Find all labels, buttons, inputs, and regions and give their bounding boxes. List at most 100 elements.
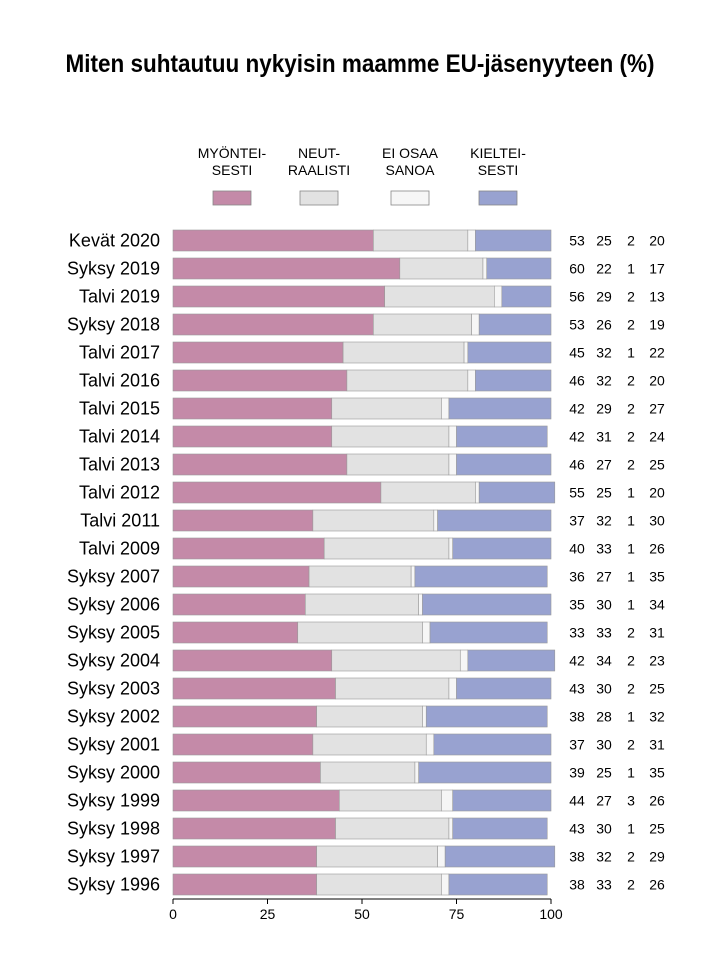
bar-segment xyxy=(172,565,310,588)
bar-segment xyxy=(172,817,336,840)
bar-segment xyxy=(422,705,427,728)
value-label: 28 xyxy=(596,709,612,725)
bar-segment xyxy=(456,425,548,448)
category-label: Syksy 2018 xyxy=(67,315,160,335)
value-label: 2 xyxy=(627,233,635,249)
value-label: 34 xyxy=(649,597,665,613)
value-label: 32 xyxy=(596,849,612,865)
bar-segment xyxy=(475,369,552,392)
bar-segment xyxy=(342,341,465,364)
bar-segment xyxy=(418,761,552,784)
bar-segment xyxy=(373,229,469,252)
bar-segment xyxy=(441,397,450,420)
value-label: 32 xyxy=(596,513,612,529)
bar-segment xyxy=(172,761,321,784)
bar-segment xyxy=(448,677,457,700)
legend-swatch xyxy=(478,190,518,206)
bar-segment xyxy=(467,341,552,364)
value-label: 2 xyxy=(627,317,635,333)
bar-segment xyxy=(444,845,556,868)
bar-segment xyxy=(433,733,552,756)
bar-segment xyxy=(452,789,552,812)
value-label: 1 xyxy=(627,709,635,725)
bar-segment xyxy=(339,789,442,812)
value-label: 46 xyxy=(569,373,585,389)
value-label: 29 xyxy=(596,401,612,417)
bar-segment xyxy=(172,705,317,728)
bar-segment xyxy=(448,817,454,840)
value-label: 1 xyxy=(627,541,635,557)
bar-segment xyxy=(172,229,374,252)
bar-segment xyxy=(441,873,450,896)
value-label: 30 xyxy=(596,597,612,613)
bar-segment xyxy=(456,453,552,476)
x-tick-label: 75 xyxy=(449,906,465,922)
category-label: Syksy 2004 xyxy=(67,651,160,671)
bar-segment xyxy=(425,733,435,756)
category-label: Syksy 1999 xyxy=(67,791,160,811)
value-label: 31 xyxy=(649,737,665,753)
legend-label: SANOA xyxy=(385,162,435,178)
bar-segment xyxy=(172,425,333,448)
value-label: 33 xyxy=(569,625,585,641)
value-label: 38 xyxy=(569,849,585,865)
bar-segment xyxy=(373,313,472,336)
value-label: 1 xyxy=(627,765,635,781)
bar-segment xyxy=(414,761,420,784)
category-label: Syksy 2000 xyxy=(67,763,160,783)
value-label: 30 xyxy=(596,737,612,753)
value-label: 26 xyxy=(649,793,665,809)
value-label: 33 xyxy=(596,625,612,641)
legend-swatch xyxy=(299,190,339,206)
value-label: 31 xyxy=(596,429,612,445)
value-label: 33 xyxy=(596,877,612,893)
value-label: 42 xyxy=(569,429,585,445)
bar-segment xyxy=(312,509,435,532)
value-label: 30 xyxy=(596,821,612,837)
category-label: Syksy 2007 xyxy=(67,567,160,587)
bar-segment xyxy=(429,621,548,644)
bar-segment xyxy=(316,845,438,868)
category-label: Syksy 1998 xyxy=(67,819,160,839)
value-label: 22 xyxy=(596,261,612,277)
x-tick-label: 50 xyxy=(354,906,370,922)
category-label: Talvi 2016 xyxy=(79,371,160,391)
category-label: Talvi 2015 xyxy=(79,399,160,419)
bar-segment xyxy=(463,341,469,364)
value-label: 26 xyxy=(596,317,612,333)
bar-segment xyxy=(493,285,503,308)
value-label: 53 xyxy=(569,317,585,333)
bar-segment xyxy=(172,621,299,644)
value-label: 43 xyxy=(569,821,585,837)
bar-segment xyxy=(172,481,382,504)
value-label: 24 xyxy=(649,429,665,445)
bar-segment xyxy=(414,565,548,588)
value-label: 26 xyxy=(649,541,665,557)
bar-segment xyxy=(172,397,333,420)
bar-segment xyxy=(297,621,423,644)
category-label: Syksy 1997 xyxy=(67,847,160,867)
bar-segment xyxy=(475,481,480,504)
bar-segment xyxy=(410,565,416,588)
value-label: 1 xyxy=(627,569,635,585)
value-label: 36 xyxy=(569,569,585,585)
bar-segment xyxy=(172,285,385,308)
bar-segment xyxy=(433,509,438,532)
value-label: 25 xyxy=(649,821,665,837)
bar-segment xyxy=(437,509,552,532)
value-label: 30 xyxy=(596,681,612,697)
value-label: 25 xyxy=(596,765,612,781)
bar-segment xyxy=(323,537,450,560)
bar-segment xyxy=(448,453,457,476)
value-label: 20 xyxy=(649,233,665,249)
bar-segment xyxy=(448,873,548,896)
bar-segment xyxy=(501,285,552,308)
bar-segment xyxy=(172,257,401,280)
value-label: 2 xyxy=(627,457,635,473)
bar-segment xyxy=(331,649,461,672)
value-label: 29 xyxy=(596,289,612,305)
bar-segment xyxy=(172,453,348,476)
value-label: 25 xyxy=(649,681,665,697)
bar-segment xyxy=(172,677,336,700)
value-label: 1 xyxy=(627,597,635,613)
